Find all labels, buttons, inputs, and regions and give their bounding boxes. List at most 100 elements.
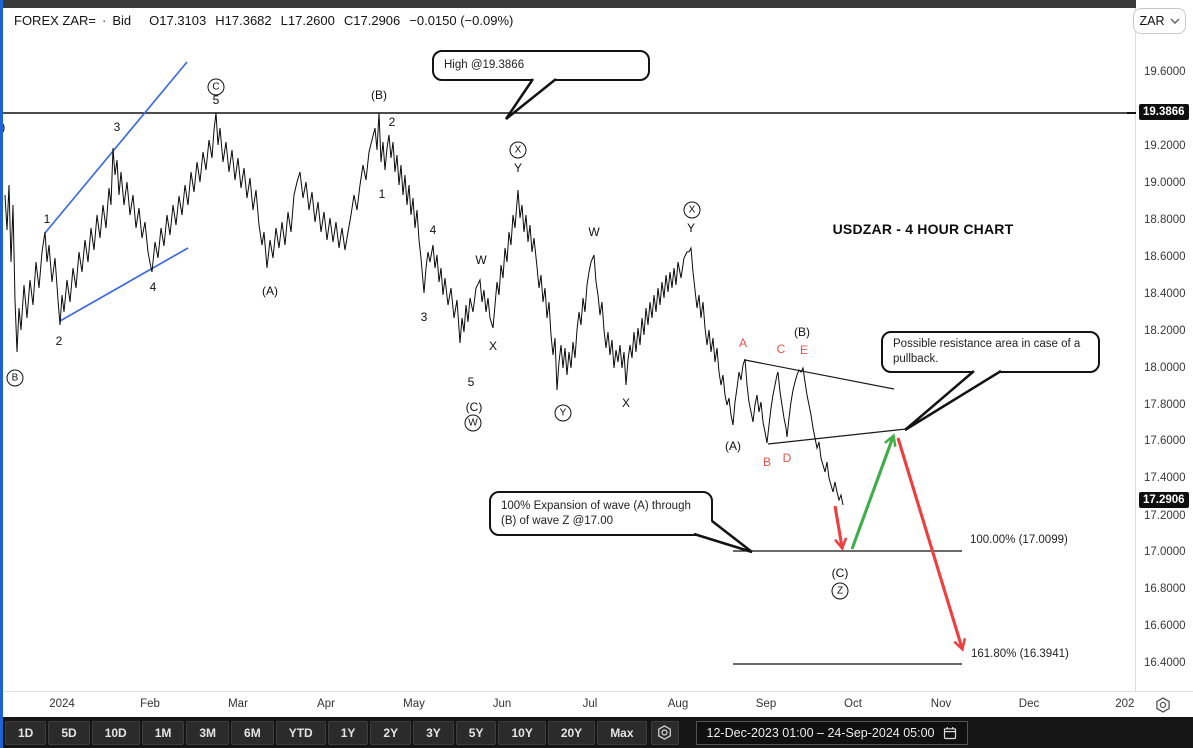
time-axis-label: Aug bbox=[667, 698, 689, 710]
axis-settings-button[interactable] bbox=[1152, 695, 1174, 715]
price-axis-tick: 16.4000 bbox=[1144, 657, 1186, 669]
wave-label-5: 5 bbox=[467, 375, 475, 389]
price-axis-tick: 18.6000 bbox=[1144, 251, 1186, 263]
range-button-6m[interactable]: 6M bbox=[231, 720, 274, 745]
wave-label-c: (C) bbox=[831, 566, 849, 580]
wave-label-a: (A) bbox=[725, 439, 741, 453]
time-axis-label: Apr bbox=[317, 698, 335, 710]
expansion-callout[interactable]: 100% Expansion of wave (A) through (B) o… bbox=[489, 491, 713, 536]
range-button-10y[interactable]: 10Y bbox=[498, 720, 546, 745]
expansion-callout-text: 100% Expansion of wave (A) through (B) o… bbox=[501, 499, 691, 527]
wave-label-y: Y bbox=[554, 404, 572, 422]
date-range-picker[interactable]: 12-Dec-2023 01:00 – 24-Sep-2024 05:00 bbox=[695, 720, 969, 745]
time-axis-label: Jun bbox=[492, 698, 512, 710]
price-axis-tick: 16.8000 bbox=[1144, 583, 1186, 595]
wave-label-2: 2 bbox=[55, 334, 63, 348]
range-buttons-group: 1D 5D 10D 1M 3M 6M YTD 1Y 2Y 3Y 5Y 10Y 20Y Max bbox=[5, 720, 647, 745]
wave-label-w: W bbox=[588, 225, 600, 239]
range-button-1y[interactable]: 1Y bbox=[327, 720, 369, 745]
time-axis-label: 2024 bbox=[49, 698, 75, 710]
range-button-10d[interactable]: 10D bbox=[91, 720, 140, 745]
wave-label-3: 3 bbox=[420, 310, 428, 324]
chevron-down-icon bbox=[1169, 18, 1180, 24]
wave-label-x: X bbox=[683, 201, 701, 219]
time-axis-label: Feb bbox=[140, 698, 160, 710]
chart-legend: FOREX ZAR= · Bid O17.3103 H17.3682 L17.2600 C1… bbox=[14, 13, 513, 28]
gear-icon bbox=[1156, 697, 1170, 713]
range-button-3m[interactable]: 3M bbox=[186, 720, 230, 745]
range-button-3y[interactable]: 3Y bbox=[413, 720, 454, 745]
range-button-1d[interactable]: 1D bbox=[5, 720, 47, 745]
wave-label-1: 1 bbox=[43, 212, 51, 226]
resistance-callout[interactable]: Possible resistance area in case of a pu… bbox=[881, 331, 1100, 373]
wave-label-4: 4 bbox=[429, 223, 437, 237]
range-button-5y[interactable]: 5Y bbox=[455, 720, 497, 745]
range-button-5d[interactable]: 5D bbox=[48, 720, 90, 745]
calendar-icon bbox=[944, 726, 957, 739]
toolbar-settings-button[interactable] bbox=[650, 720, 679, 745]
price-axis-tick: 17.2000 bbox=[1144, 510, 1186, 522]
time-axis-label: 2025 bbox=[1115, 698, 1135, 710]
price-axis-tick: 19.0000 bbox=[1144, 177, 1186, 189]
range-button-ytd[interactable]: YTD bbox=[275, 720, 326, 745]
chart-title: USDZAR - 4 HOUR CHART bbox=[832, 221, 1014, 237]
wave-label-4: 4 bbox=[149, 280, 157, 294]
price-axis-badge: 19.3866 bbox=[1139, 104, 1189, 120]
axis-divider bbox=[1135, 8, 1136, 717]
time-axis-label: Sep bbox=[755, 698, 777, 710]
wave-label-x: X bbox=[488, 339, 498, 353]
time-axis-label: Mar bbox=[228, 698, 248, 710]
time-axis-label: Dec bbox=[1018, 698, 1040, 710]
price-axis-tick: 19.6000 bbox=[1144, 66, 1186, 78]
wave-label-b: (B) bbox=[794, 325, 810, 339]
price-axis-tick: 19.2000 bbox=[1144, 140, 1186, 152]
wave-label-a: A bbox=[738, 336, 748, 350]
range-button-1m[interactable]: 1M bbox=[141, 720, 185, 745]
wave-label-3: 3 bbox=[113, 120, 121, 134]
time-axis-label: Oct bbox=[844, 698, 862, 710]
time-axis-label: Jul bbox=[582, 698, 598, 710]
price-axis-tick: 17.6000 bbox=[1144, 435, 1186, 447]
resistance-callout-text: Possible resistance area in case of a pu… bbox=[893, 338, 1081, 365]
date-range-text: 12-Dec-2023 01:00 – 24-Sep-2024 05:00 bbox=[706, 725, 935, 740]
wave-label-x: X bbox=[509, 141, 527, 159]
wave-label-c: C bbox=[207, 78, 225, 96]
fib-1618-label: 161.80% (16.3941) bbox=[971, 648, 1069, 660]
quote-type: Bid bbox=[112, 13, 132, 28]
wave-label-5: 5 bbox=[212, 93, 220, 107]
price-axis-tick: 18.8000 bbox=[1144, 214, 1186, 226]
wave-label-1: 1 bbox=[378, 187, 386, 201]
range-button-20y[interactable]: 20Y bbox=[547, 720, 596, 745]
wave-label-y: Y bbox=[686, 221, 696, 235]
legend-separator: · bbox=[102, 13, 107, 28]
price-axis-tick: 18.2000 bbox=[1144, 325, 1186, 337]
wave-label-d: D bbox=[782, 451, 792, 465]
time-axis[interactable]: 2024 Feb Mar Apr May Jun Jul Aug Sep Oct Nov Dec 202… bbox=[0, 691, 1193, 717]
wave-label-b: B bbox=[6, 369, 24, 387]
wave-label-b: B bbox=[762, 455, 772, 469]
price-axis-tick: 18.0000 bbox=[1144, 362, 1186, 374]
high-value: H17.3682 bbox=[215, 13, 272, 28]
price-axis[interactable]: 19.6000 19.2000 19.0000 18.8000 18.6000 18.40… bbox=[1136, 0, 1193, 691]
wave-label-c: (C) bbox=[465, 400, 483, 414]
wave-label-c: C bbox=[776, 342, 786, 356]
price-axis-tick: 17.8000 bbox=[1144, 399, 1186, 411]
time-axis-label: May bbox=[403, 698, 425, 710]
wave-label-w: W bbox=[475, 253, 487, 267]
price-axis-tick: 17.0000 bbox=[1144, 546, 1186, 558]
wave-label-e: E bbox=[799, 343, 809, 357]
low-value: L17.2600 bbox=[280, 13, 335, 28]
wave-label-b: (B) bbox=[371, 88, 387, 102]
currency-selector[interactable]: ZAR bbox=[1133, 8, 1186, 34]
range-button-max[interactable]: Max bbox=[597, 720, 647, 745]
wave-label-2: 2 bbox=[388, 115, 396, 129]
price-axis-tick: 17.4000 bbox=[1144, 472, 1186, 484]
price-axis-tick: 18.4000 bbox=[1144, 288, 1186, 300]
time-axis-labels: 2024 Feb Mar Apr May Jun Jul Aug Sep Oct Nov Dec 202… bbox=[0, 692, 1135, 718]
fib-100-label: 100.00% (17.0099) bbox=[970, 534, 1068, 546]
currency-selector-label: ZAR bbox=[1139, 14, 1165, 28]
high-callout[interactable]: High @19.3866 bbox=[432, 50, 650, 81]
price-axis-tick: 16.6000 bbox=[1144, 620, 1186, 632]
range-button-2y[interactable]: 2Y bbox=[370, 720, 412, 745]
price-axis-badge: 17.2906 bbox=[1139, 492, 1189, 508]
